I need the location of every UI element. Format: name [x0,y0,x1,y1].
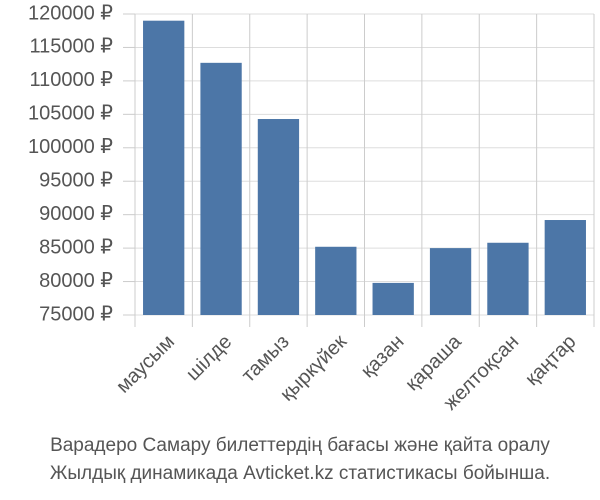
x-tick-label: шілде [182,331,236,385]
bar [200,62,242,315]
caption-line: Варадеро Самару билеттердің бағасы және … [50,435,550,456]
y-tick-label: 115000 ₽ [29,36,113,58]
bar [544,220,586,315]
y-tick-label: 100000 ₽ [28,136,113,158]
y-tick-label: 105000 ₽ [28,103,113,125]
x-tick-label: қаңтар [521,331,580,390]
bar [429,248,472,315]
bar [487,242,529,315]
x-tick-label: тамыз [238,331,294,387]
caption-line: Жылдық динамикада Avticket.kz статистика… [50,463,550,484]
y-tick-label: 110000 ₽ [29,69,113,91]
y-tick-label: 85000 ₽ [39,236,113,258]
x-tick-label: маусым [112,331,179,398]
y-tick-label: 75000 ₽ [39,303,113,325]
y-tick-label: 90000 ₽ [39,203,113,225]
y-tick-label: 80000 ₽ [39,270,113,292]
bar [315,246,357,315]
bar [257,119,300,315]
y-tick-label: 120000 ₽ [28,2,113,24]
bar [143,20,185,315]
y-tick-label: 95000 ₽ [39,170,113,192]
x-tick-label: қазан [357,331,409,383]
bar [372,282,414,315]
